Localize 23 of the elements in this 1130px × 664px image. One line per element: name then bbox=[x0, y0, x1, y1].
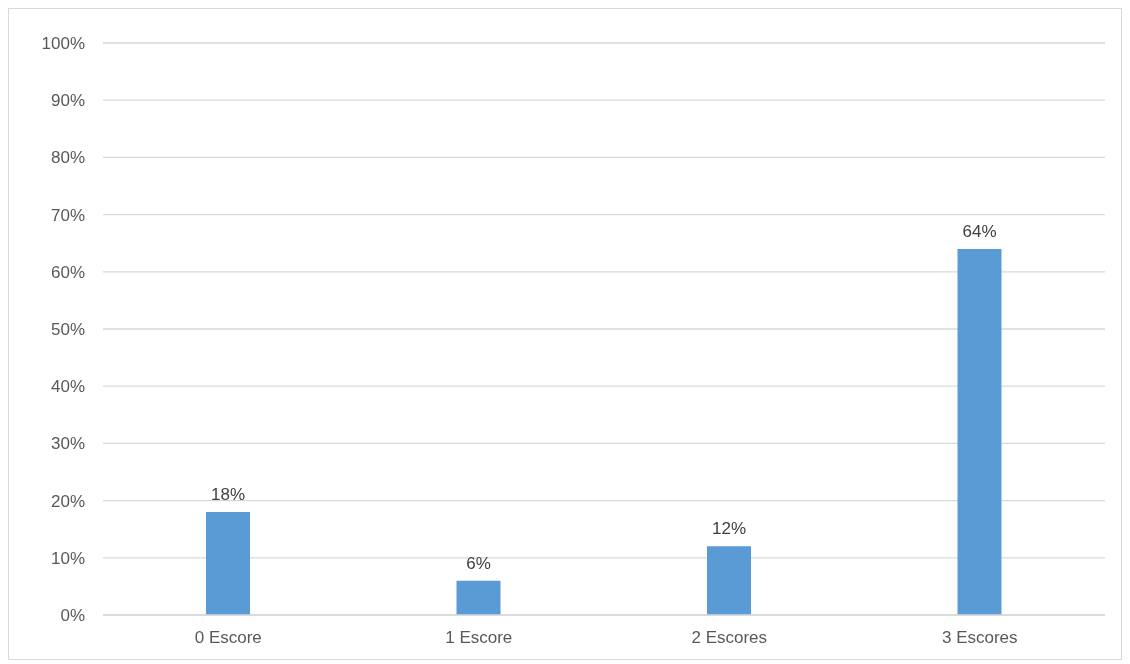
data-label: 12% bbox=[711, 519, 747, 539]
data-label: 18% bbox=[210, 485, 246, 505]
bar bbox=[456, 580, 501, 615]
x-tick-label: 2 Escores bbox=[691, 628, 768, 648]
bar bbox=[707, 546, 751, 615]
y-tick-label: 60% bbox=[50, 262, 85, 282]
y-tick-label: 70% bbox=[50, 205, 85, 225]
bar bbox=[957, 248, 1002, 615]
y-tick-label: 80% bbox=[50, 148, 85, 168]
y-tick-label: 30% bbox=[50, 434, 85, 454]
y-tick-label: 90% bbox=[50, 91, 85, 111]
y-tick-label: 40% bbox=[50, 377, 85, 397]
y-tick-label: 100% bbox=[41, 34, 85, 54]
x-tick-label: 3 Escores bbox=[941, 628, 1018, 648]
y-tick-label: 0% bbox=[60, 606, 85, 626]
data-label: 6% bbox=[466, 553, 491, 573]
y-tick-label: 10% bbox=[50, 548, 85, 568]
bar bbox=[206, 512, 250, 615]
x-tick-label: 0 Escore bbox=[194, 628, 262, 648]
y-tick-label: 20% bbox=[50, 491, 85, 511]
x-tick-label: 1 Escore bbox=[445, 628, 513, 648]
data-label: 64% bbox=[962, 221, 997, 241]
y-tick-label: 50% bbox=[50, 320, 85, 340]
